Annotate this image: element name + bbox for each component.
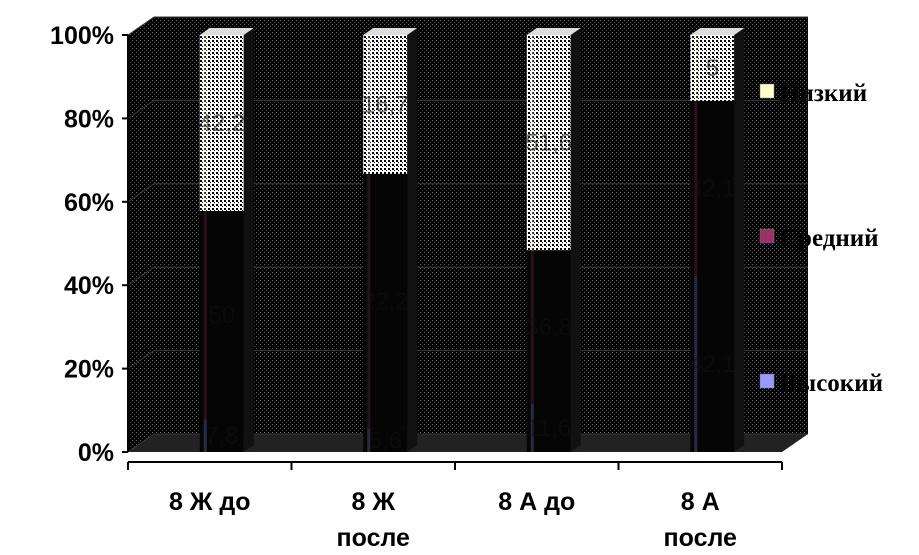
data-label: 7,8	[205, 423, 238, 450]
bar-front	[690, 100, 735, 277]
bar-segment: 51,6	[525, 28, 581, 251]
bar-tint	[530, 250, 534, 404]
bar-segment: 50	[199, 203, 254, 420]
bar-side	[407, 166, 418, 429]
bar-side	[407, 28, 418, 174]
bar-side	[734, 93, 745, 277]
bar-front	[690, 276, 735, 452]
data-label: 36,8	[525, 314, 572, 341]
data-label: 11,6	[526, 415, 571, 442]
y-tick-label: 40%	[64, 272, 114, 300]
x-tick-label: 8 Ж до	[169, 488, 251, 516]
legend-label: Низкий	[780, 80, 867, 107]
bar-segment: 5	[690, 28, 745, 101]
legend: Низкий Средний Высокий	[759, 80, 883, 397]
bar-tint	[694, 100, 698, 277]
gridline	[127, 350, 808, 370]
bar-tint	[203, 35, 207, 211]
bar-side	[734, 269, 745, 452]
gridline	[127, 433, 808, 453]
bar-tint	[694, 276, 698, 452]
bar-segment: 42,1	[689, 93, 745, 277]
bar-segment: 11,6	[526, 396, 581, 452]
legend-item: Средний	[759, 225, 879, 252]
bar-front	[363, 35, 408, 174]
data-label: 5	[706, 55, 719, 82]
bar-side	[243, 203, 254, 420]
bar-tint	[367, 173, 371, 429]
data-label: 42,1	[689, 176, 736, 203]
data-label: 22,2	[362, 288, 409, 315]
data-label: 16,7	[362, 91, 409, 118]
bar-tint	[530, 403, 534, 452]
bar-front	[199, 35, 244, 211]
bar-front	[363, 428, 408, 452]
y-axis: 0% 20% 40% 60% 80% 100%	[50, 22, 129, 467]
bar-segment: 16,7	[362, 28, 418, 174]
bar-tint	[367, 35, 371, 174]
legend-swatch	[759, 373, 775, 389]
bar-tint	[530, 35, 534, 251]
data-label: 51,6	[525, 130, 572, 157]
y-tick-label: 60%	[64, 189, 114, 217]
bar-front	[363, 173, 408, 429]
bar-side	[407, 421, 418, 452]
bar-front	[199, 210, 244, 420]
bar-segment: 42,1	[689, 269, 745, 452]
bar-top	[526, 28, 581, 35]
bar-side	[734, 28, 745, 101]
y-tick-label: 20%	[64, 356, 114, 384]
y-tick-label: 0%	[78, 439, 114, 467]
bar-segment: 36,8	[525, 243, 581, 404]
bar-side	[243, 412, 254, 452]
bars: 7,8 50 42,2 5,6 22,2 16,7 11,6 36,8 51,6 42,1 42,1…	[198, 28, 745, 454]
bar-side	[570, 28, 581, 251]
legend-item: Низкий	[759, 80, 867, 107]
legend-swatch	[759, 228, 775, 244]
legend-label: Высокий	[780, 370, 883, 397]
legend-swatch	[759, 83, 775, 99]
x-tick-label: 8 А до	[498, 488, 575, 516]
bar-top	[199, 28, 254, 35]
bar-segment: 42,2	[198, 28, 254, 211]
bar-tint	[203, 210, 207, 420]
data-label: 5,6	[369, 427, 402, 454]
gridline	[127, 183, 808, 203]
bar-tint	[367, 428, 371, 452]
bar-tint	[203, 419, 207, 452]
legend-label: Средний	[780, 225, 879, 252]
bar-top	[363, 28, 418, 35]
bar-front	[526, 35, 571, 251]
data-label: 42,1	[689, 351, 736, 378]
bar-top	[690, 28, 745, 35]
y-tick-label: 100%	[50, 22, 114, 50]
bar-front	[199, 419, 244, 452]
data-label: 42,2	[198, 110, 245, 137]
bar-side	[243, 28, 254, 211]
bar-front	[526, 403, 571, 452]
floor	[128, 434, 808, 452]
legend-item: Высокий	[759, 370, 883, 397]
side-wall	[128, 17, 154, 452]
bar-front	[690, 35, 735, 101]
bar-front	[526, 250, 571, 404]
gridline	[127, 99, 808, 119]
gridline	[127, 266, 808, 286]
gridline	[127, 16, 808, 36]
bar-side	[570, 396, 581, 452]
y-tick-label: 80%	[64, 105, 114, 133]
bar-side	[570, 243, 581, 404]
data-label: 50	[208, 302, 235, 329]
bar-tint	[694, 35, 698, 101]
bar-segment: 22,2	[362, 166, 418, 429]
